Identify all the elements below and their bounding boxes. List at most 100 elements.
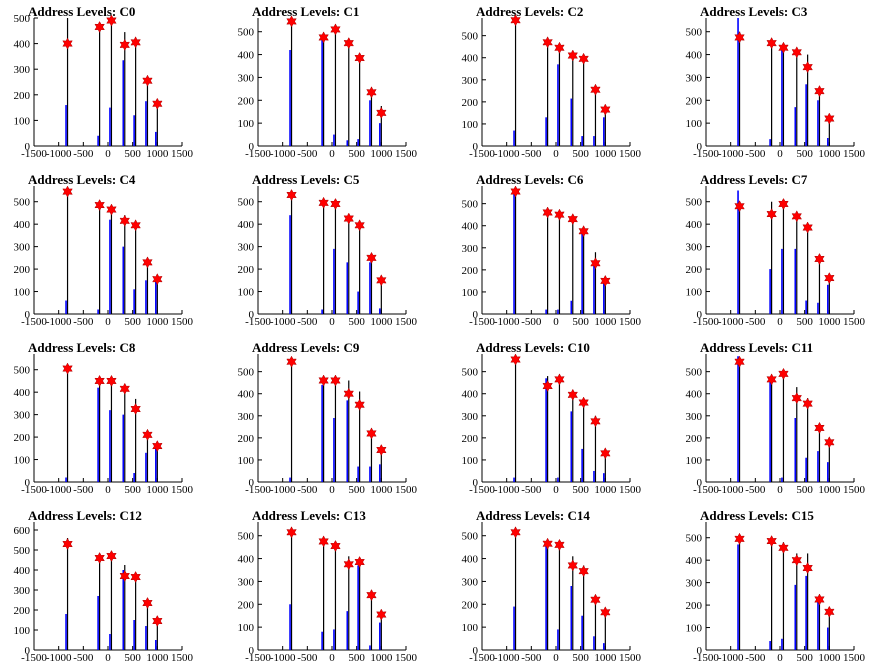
y-tick-label: 100 [686, 118, 703, 130]
peak-marker [802, 397, 813, 410]
chart-plot: 0 100 200 300 400 500 -1500-1000 -500 0 500 1000 15… [686, 354, 866, 496]
x-tick-label: 1000 [146, 148, 169, 160]
x-tick-label: -1000 [718, 148, 744, 160]
x-tick-label: -500 [521, 148, 542, 160]
peak-marker [119, 214, 130, 227]
y-tick-label: 500 [14, 545, 31, 557]
x-tick-label: -1500 [693, 316, 719, 328]
y-tick-label: 300 [462, 576, 479, 588]
chart-panel: Address Levels: C8 0 100 200 300 400 500 -1500-… [0, 336, 224, 504]
peak-marker [318, 535, 329, 548]
y-tick-label: 0 [473, 645, 479, 657]
peak-marker [318, 374, 329, 387]
chart-plot: 0 100 200 300 400 500 -1500-1000 -500 0 500 1000 15… [462, 522, 642, 664]
peak-marker [330, 197, 341, 211]
x-tick-label: 1500 [843, 652, 866, 664]
peak-marker [366, 427, 377, 440]
y-tick-label: 500 [14, 197, 31, 209]
y-tick-label: 300 [462, 75, 479, 87]
y-tick-label: 200 [14, 605, 31, 617]
chart-plot: 0 100 200 300 400 500 600 -1500-1000 -500 0 500 100… [14, 522, 194, 664]
x-tick-label: 1500 [395, 316, 418, 328]
peak-marker [62, 362, 73, 375]
y-tick-label: 400 [686, 389, 703, 401]
peak-marker [152, 273, 163, 286]
x-tick-label: 500 [348, 652, 365, 664]
x-tick-label: 0 [553, 652, 559, 664]
chart-plot: 0 100 200 300 400 500 -1500-1000 -500 0 500 1000 15… [238, 522, 418, 664]
chart-panel: Address Levels: C11 0 100 200 300 400 500 -1500… [672, 336, 896, 504]
x-tick-label: 1000 [146, 316, 169, 328]
x-tick-label: 0 [329, 484, 335, 496]
y-tick-label: 500 [462, 367, 479, 379]
peak-marker [376, 274, 387, 287]
peak-marker [554, 41, 565, 54]
x-tick-label: -1500 [245, 148, 271, 160]
peak-marker [376, 443, 387, 457]
peak-marker [791, 554, 802, 567]
peak-marker [142, 428, 153, 441]
x-tick-label: 0 [105, 316, 111, 328]
y-tick-label: 100 [462, 119, 479, 131]
y-tick-label: 300 [14, 64, 31, 76]
chart-plot: 0 100 200 300 400 500 -1500-1000 -500 0 500 1000 15… [686, 18, 866, 160]
x-tick-label: -1000 [494, 652, 520, 664]
peak-marker [354, 51, 365, 65]
chart-plot: 0 100 200 300 400 500 -1500-1000 -500 0 500 1000 15… [238, 354, 418, 496]
chart-title: Address Levels: C2 [476, 4, 584, 19]
peak-marker [130, 570, 141, 584]
y-tick-label: 400 [462, 554, 479, 566]
peak-marker [119, 569, 130, 583]
chart-panel: Address Levels: C2 0 100 200 300 400 500 -1500-… [448, 0, 672, 168]
y-tick-label: 300 [238, 242, 255, 254]
x-tick-label: 1000 [370, 148, 393, 160]
y-tick-label: 300 [686, 242, 703, 254]
x-tick-label: 500 [124, 652, 141, 664]
peak-marker [766, 373, 777, 386]
x-tick-label: 1000 [370, 316, 393, 328]
peak-marker [578, 396, 589, 409]
x-tick-label: -500 [521, 652, 542, 664]
peak-marker [802, 221, 813, 234]
y-tick-label: 100 [686, 455, 703, 467]
y-tick-label: 400 [238, 219, 255, 231]
peak-marker [778, 41, 789, 54]
peak-marker [814, 593, 825, 606]
x-tick-label: -1500 [693, 652, 719, 664]
peak-marker [578, 565, 589, 578]
peak-marker [343, 558, 354, 571]
peak-marker [152, 440, 163, 453]
y-tick-label: 200 [686, 264, 703, 276]
x-tick-label: 0 [329, 148, 335, 160]
peak-marker [286, 355, 297, 368]
x-tick-label: 1500 [395, 652, 418, 664]
peak-marker [343, 37, 354, 50]
peak-marker [554, 208, 565, 221]
peak-marker [119, 38, 130, 51]
peak-marker [734, 200, 745, 213]
peak-marker [802, 61, 813, 74]
y-tick-label: 100 [14, 287, 31, 299]
x-tick-label: -500 [745, 484, 766, 496]
y-tick-label: 100 [238, 287, 255, 299]
y-tick-label: 500 [238, 367, 255, 379]
x-tick-label: 1500 [619, 652, 642, 664]
y-tick-label: 0 [473, 309, 479, 321]
x-tick-label: 500 [348, 316, 365, 328]
peak-marker [778, 541, 789, 554]
y-tick-label: 100 [686, 287, 703, 299]
x-tick-label: 1000 [594, 148, 617, 160]
x-tick-label: -500 [521, 484, 542, 496]
y-tick-label: 200 [238, 433, 255, 445]
y-tick-label: 200 [686, 95, 703, 107]
y-tick-label: 300 [686, 411, 703, 423]
y-tick-label: 500 [238, 27, 255, 39]
x-tick-label: -1500 [693, 484, 719, 496]
y-tick-label: 200 [462, 97, 479, 109]
x-tick-label: -500 [73, 316, 94, 328]
peak-marker [791, 392, 802, 405]
y-tick-label: 500 [462, 31, 479, 43]
peak-marker [766, 37, 777, 50]
y-tick-label: 100 [686, 623, 703, 635]
peak-marker [542, 206, 553, 219]
